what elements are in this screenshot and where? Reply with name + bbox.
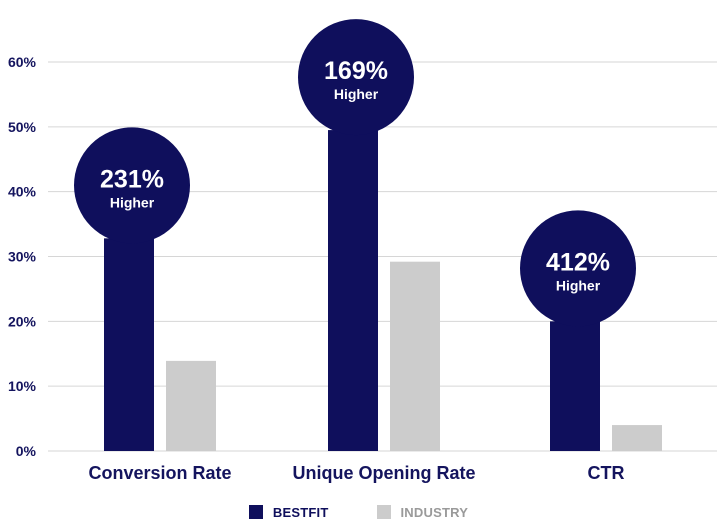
badge-circle bbox=[520, 210, 636, 327]
legend-label-industry: INDUSTRY bbox=[400, 504, 469, 520]
badge: 412%Higher bbox=[520, 210, 636, 327]
x-category-label: Conversion Rate bbox=[88, 463, 231, 483]
x-category-label: Unique Opening Rate bbox=[292, 463, 475, 483]
bar-chart: 0% 10% 20% 30% 40% 50% 60% Conversion Rate Uniq… bbox=[8, 19, 717, 483]
badge: 169%Higher bbox=[298, 19, 414, 136]
y-axis-ticks: 0% 10% 20% 30% 40% 50% 60% bbox=[8, 54, 37, 459]
y-tick-label: 40% bbox=[8, 184, 37, 200]
y-tick-label: 20% bbox=[8, 313, 37, 329]
badge: 231%Higher bbox=[74, 127, 190, 244]
y-tick-label: 50% bbox=[8, 119, 37, 135]
bar-bestfit bbox=[104, 238, 154, 451]
badge-value: 169% bbox=[324, 57, 388, 85]
legend: BESTFIT INDUSTRY bbox=[0, 501, 717, 523]
legend-item-bestfit: BESTFIT bbox=[248, 504, 329, 520]
badge-value: 412% bbox=[546, 248, 610, 276]
legend-swatch-industry bbox=[376, 505, 391, 519]
badge-subtext: Higher bbox=[334, 86, 379, 102]
bar-industry bbox=[612, 425, 662, 451]
bar-bestfit bbox=[328, 130, 378, 451]
badge-subtext: Higher bbox=[110, 194, 155, 210]
y-tick-label: 30% bbox=[8, 249, 37, 265]
badge-subtext: Higher bbox=[556, 277, 601, 293]
legend-swatch-bestfit bbox=[248, 505, 263, 519]
x-axis-categories: Conversion Rate Unique Opening Rate CTR bbox=[88, 463, 624, 483]
badge-value: 231% bbox=[100, 165, 164, 193]
badge-circle bbox=[298, 19, 414, 136]
y-tick-label: 0% bbox=[16, 443, 37, 459]
legend-item-industry: INDUSTRY bbox=[376, 504, 469, 520]
bar-bestfit bbox=[550, 321, 600, 451]
bars bbox=[104, 130, 662, 451]
bar-industry bbox=[166, 360, 216, 451]
x-category-label: CTR bbox=[588, 463, 625, 483]
bar-industry bbox=[390, 261, 440, 451]
legend-label-bestfit: BESTFIT bbox=[272, 504, 329, 520]
badge-circle bbox=[74, 127, 190, 244]
y-tick-label: 60% bbox=[8, 54, 37, 70]
y-tick-label: 10% bbox=[8, 378, 37, 394]
